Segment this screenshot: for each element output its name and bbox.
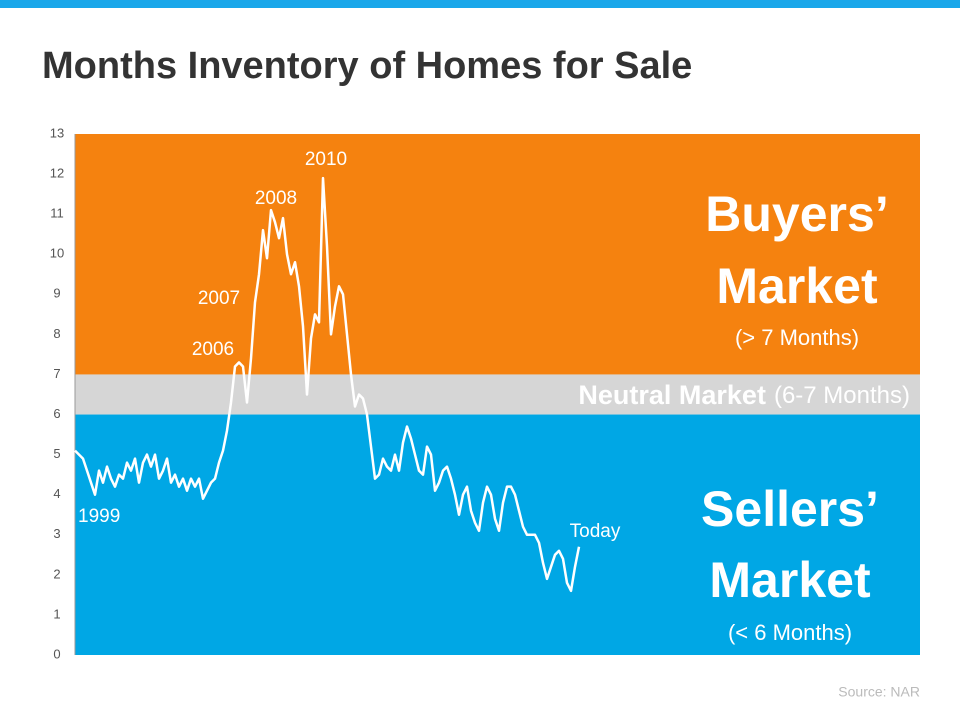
chart-title: Months Inventory of Homes for Sale [42, 45, 692, 87]
annotation: 2010 [305, 149, 347, 170]
band [75, 414, 920, 655]
y-tick-label: 7 [53, 366, 60, 381]
y-tick-label: 6 [53, 406, 60, 421]
band-label: Market [709, 552, 871, 608]
y-tick-label: 9 [53, 286, 60, 301]
data-line [74, 176, 581, 593]
band-note: (< 6 Months) [728, 620, 852, 645]
source: Source: NAR [838, 684, 920, 700]
y-tick-label: 5 [53, 446, 60, 461]
y-tick-label: 2 [53, 566, 60, 581]
neutral-label: Neutral Market (6-7 Months) [578, 380, 910, 410]
annotation: 2007 [198, 288, 240, 309]
band [75, 374, 920, 415]
y-tick-label: 4 [53, 486, 60, 501]
annotation: Today [570, 521, 621, 542]
band-label: Sellers’ [701, 481, 879, 537]
y-tick-label: 10 [50, 246, 64, 261]
band-note: (> 7 Months) [735, 325, 859, 350]
annotation: 2008 [255, 188, 297, 209]
band [75, 134, 920, 375]
band-label: Buyers’ [705, 186, 888, 242]
band-labels: Buyers’ Market (> 7 Months) Neutral Mark… [578, 186, 910, 645]
y-tick-label: 12 [50, 166, 64, 181]
y-tick-label: 3 [53, 526, 60, 541]
top-bar [0, 0, 960, 8]
y-tick-label: 8 [53, 326, 60, 341]
annotation: 1999 [78, 506, 120, 527]
annotation: 2006 [192, 339, 234, 360]
y-tick-label: 0 [53, 646, 60, 661]
bands [74, 134, 920, 655]
band-label: Market [716, 258, 878, 314]
y-tick-label: 11 [50, 206, 64, 221]
band-label: Neutral Market [578, 380, 766, 410]
y-tick-label: 1 [53, 606, 60, 621]
y-tick-label: 13 [50, 125, 64, 140]
band-note: (6-7 Months) [774, 382, 910, 409]
